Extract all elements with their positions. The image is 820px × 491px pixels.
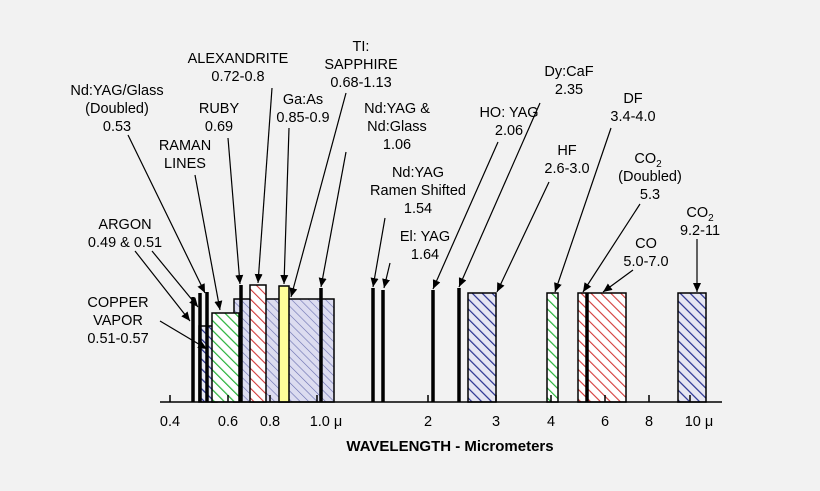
svg-text:0.53: 0.53 bbox=[103, 119, 131, 135]
svg-text:9.2-11: 9.2-11 bbox=[680, 223, 720, 239]
label-alexandrite: ALEXANDRITE 0.72-0.8 bbox=[188, 51, 289, 85]
svg-text:RAMAN: RAMAN bbox=[159, 138, 211, 154]
svg-text:(Doubled): (Doubled) bbox=[618, 169, 682, 185]
label-co2-doubled: CO2 (Doubled) 5.3 bbox=[618, 151, 682, 203]
svg-text:1.06: 1.06 bbox=[383, 137, 411, 153]
svg-text:2.35: 2.35 bbox=[555, 82, 583, 98]
tick-labels: 0.4 0.6 0.8 1.0 μ 2 3 4 6 8 10 μ bbox=[160, 414, 713, 430]
svg-text:HO: YAG: HO: YAG bbox=[479, 105, 538, 121]
axis-title: WAVELENGTH - Micrometers bbox=[346, 438, 553, 455]
svg-text:COPPER: COPPER bbox=[87, 295, 148, 311]
svg-text:0.51-0.57: 0.51-0.57 bbox=[87, 331, 148, 347]
label-ndyag-glass-doubled: Nd:YAG/Glass (Doubled) 0.53 bbox=[70, 83, 163, 135]
co2-band bbox=[677, 292, 707, 403]
leader-arrows bbox=[127, 87, 701, 350]
label-ho-yag: HO: YAG 2.06 bbox=[479, 105, 538, 139]
svg-text:El: YAG: El: YAG bbox=[400, 229, 450, 245]
svg-text:2.6-3.0: 2.6-3.0 bbox=[544, 161, 589, 177]
raman-band bbox=[211, 312, 240, 403]
alexandrite-band bbox=[249, 284, 267, 403]
label-ti-sapphire: TI: SAPPHIRE 0.68-1.13 bbox=[324, 39, 398, 91]
ho-yag-band bbox=[467, 292, 497, 403]
label-ruby: RUBY 0.69 bbox=[199, 101, 240, 135]
svg-text:3.4-4.0: 3.4-4.0 bbox=[610, 109, 655, 125]
svg-text:Nd:YAG &: Nd:YAG & bbox=[364, 101, 430, 117]
svg-text:Ga:As: Ga:As bbox=[283, 92, 323, 108]
svg-text:Nd:YAG: Nd:YAG bbox=[392, 165, 444, 181]
tick-label: 8 bbox=[645, 414, 653, 430]
laser-lines bbox=[191, 285, 589, 402]
label-copper-vapor: COPPER VAPOR 0.51-0.57 bbox=[87, 295, 148, 347]
svg-text:1.64: 1.64 bbox=[411, 247, 439, 263]
tick-label: 1.0 μ bbox=[310, 414, 343, 430]
svg-text:5.3: 5.3 bbox=[640, 187, 660, 203]
label-hf: HF 2.6-3.0 bbox=[544, 143, 589, 177]
svg-text:2.06: 2.06 bbox=[495, 123, 523, 139]
axis-ticks bbox=[169, 395, 691, 402]
svg-text:VAPOR: VAPOR bbox=[93, 313, 143, 329]
tick-label: 0.8 bbox=[260, 414, 280, 430]
svg-text:LINES: LINES bbox=[164, 156, 206, 172]
svg-text:SAPPHIRE: SAPPHIRE bbox=[324, 57, 398, 73]
svg-text:TI:: TI: bbox=[353, 39, 370, 55]
label-raman-lines: RAMAN LINES bbox=[159, 138, 211, 172]
tick-label: 10 μ bbox=[685, 414, 714, 430]
svg-text:ARGON: ARGON bbox=[98, 217, 151, 233]
hf-band bbox=[546, 292, 559, 403]
svg-text:1.54: 1.54 bbox=[404, 201, 432, 217]
svg-text:Nd:Glass: Nd:Glass bbox=[367, 119, 427, 135]
svg-text:Dy:CaF: Dy:CaF bbox=[544, 64, 593, 80]
tick-label: 6 bbox=[601, 414, 609, 430]
svg-text:Ramen Shifted: Ramen Shifted bbox=[370, 183, 466, 199]
label-ndyag-raman: Nd:YAG Ramen Shifted 1.54 bbox=[370, 165, 466, 217]
svg-text:(Doubled): (Doubled) bbox=[85, 101, 149, 117]
label-co2: CO2 9.2-11 bbox=[680, 205, 720, 239]
svg-text:0.49 & 0.51: 0.49 & 0.51 bbox=[88, 235, 162, 251]
svg-text:0.69: 0.69 bbox=[205, 119, 233, 135]
gaas-band bbox=[278, 285, 290, 403]
svg-text:CO2: CO2 bbox=[686, 205, 714, 224]
label-er-yag: El: YAG 1.64 bbox=[400, 229, 450, 263]
tick-label: 3 bbox=[492, 414, 500, 430]
svg-text:RUBY: RUBY bbox=[199, 101, 240, 117]
tick-label: 2 bbox=[424, 414, 432, 430]
tick-label: 4 bbox=[547, 414, 555, 430]
svg-text:ALEXANDRITE: ALEXANDRITE bbox=[188, 51, 289, 67]
label-df: DF 3.4-4.0 bbox=[610, 91, 655, 125]
svg-text:5.0-7.0: 5.0-7.0 bbox=[623, 254, 668, 270]
tick-label: 0.6 bbox=[218, 414, 238, 430]
tick-label: 0.4 bbox=[160, 414, 180, 430]
svg-text:HF: HF bbox=[557, 143, 576, 159]
svg-text:0.68-1.13: 0.68-1.13 bbox=[330, 75, 391, 91]
label-dy-caf: Dy:CaF 2.35 bbox=[544, 64, 593, 98]
co-band bbox=[577, 292, 627, 403]
svg-text:0.72-0.8: 0.72-0.8 bbox=[211, 69, 264, 85]
svg-text:Nd:YAG/Glass: Nd:YAG/Glass bbox=[70, 83, 163, 99]
svg-text:CO2: CO2 bbox=[634, 151, 662, 170]
svg-text:CO: CO bbox=[635, 236, 657, 252]
svg-text:DF: DF bbox=[623, 91, 642, 107]
label-argon: ARGON 0.49 & 0.51 bbox=[88, 217, 162, 251]
svg-text:0.85-0.9: 0.85-0.9 bbox=[276, 110, 329, 126]
label-gaas: Ga:As 0.85-0.9 bbox=[276, 92, 329, 126]
label-ndyag-ndglass: Nd:YAG & Nd:Glass 1.06 bbox=[364, 101, 430, 153]
label-co: CO 5.0-7.0 bbox=[623, 236, 668, 270]
